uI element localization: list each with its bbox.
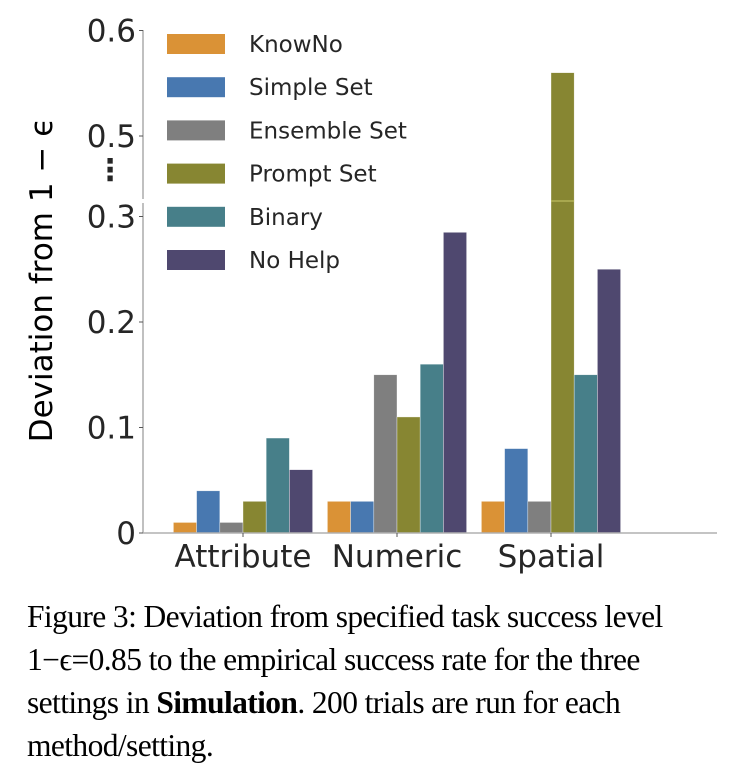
x-ticks-layer: Attribute Numeric Spatial [175, 533, 605, 575]
legend-label: No Help [249, 248, 340, 274]
y-tick-label: 0.6 [87, 14, 136, 50]
bar-knowno-numeric [327, 501, 351, 534]
axes-layer [142, 30, 717, 534]
legend-label: Binary [249, 205, 323, 231]
bar-ensemble-set-attribute [219, 522, 244, 534]
bar-prompt-set-numeric [396, 416, 421, 534]
bar-simple-set-numeric [350, 501, 375, 534]
bar-binary-attribute [265, 437, 290, 534]
bar-chart: 0 0.1 0.2 0.3 0.5 0.6 Attribute Numeric Spatial… [24, 14, 717, 575]
legend-swatch-knowno [167, 34, 225, 54]
caption-bold-setting: Simulation [156, 685, 298, 720]
y-tick-label: 0 [116, 516, 136, 552]
legend-swatch-no-help [167, 250, 225, 270]
y-tick-label: 0.2 [87, 305, 136, 341]
bar-ensemble-set-numeric [373, 374, 398, 534]
legend-label: KnowNo [249, 32, 343, 58]
caption-suffix: . 200 trials are run for each method/set… [27, 685, 621, 763]
legend-label: Prompt Set [249, 162, 377, 188]
x-tick-label: Numeric [332, 539, 463, 575]
legend: KnowNo Simple Set Ensemble Set Prompt Set Bi… [167, 32, 407, 274]
y-tick-label: 0.1 [87, 411, 136, 447]
legend-swatch-simple-set [167, 77, 225, 98]
legend-swatch-binary [167, 206, 225, 227]
bar-knowno-attribute [173, 522, 197, 534]
bar-no-help-numeric [443, 232, 467, 534]
y-tick-label: 0.3 [87, 200, 136, 236]
x-tick-label: Spatial [498, 539, 605, 575]
caption-prefix: Figure 3: Deviation from specified task … [27, 599, 663, 634]
x-tick-label: Attribute [175, 539, 312, 575]
legend-label: Ensemble Set [249, 118, 407, 144]
bar-prompt-set-attribute [242, 501, 267, 534]
bar-prompt-set-spatial [550, 72, 575, 534]
y-tick-label: 0.5 [87, 119, 136, 155]
bar-knowno-spatial [481, 501, 505, 534]
bar-simple-set-spatial [504, 448, 529, 534]
legend-swatch-prompt-set [167, 163, 225, 184]
axis-break-marker: ⋮ [95, 153, 125, 188]
figure-caption: Figure 3: Deviation from specified task … [27, 595, 727, 767]
legend-label: Simple Set [249, 75, 373, 101]
bar-no-help-attribute [289, 469, 313, 534]
caption-math: 1−ϵ=0.85 [27, 642, 142, 677]
bars-layer [173, 72, 621, 534]
legend-swatch-ensemble-set [167, 120, 225, 141]
caption-middle: to the empirical success rate for the th… [27, 642, 640, 720]
bar-no-help-spatial [597, 268, 621, 534]
bar-binary-numeric [419, 363, 444, 534]
bar-ensemble-set-spatial [527, 501, 552, 534]
bar-binary-spatial [573, 374, 598, 534]
y-ticks-layer: 0 0.1 0.2 0.3 0.5 0.6 [87, 14, 143, 552]
y-axis-label: Deviation from 1 − ϵ [24, 118, 60, 443]
bar-simple-set-attribute [196, 490, 221, 534]
